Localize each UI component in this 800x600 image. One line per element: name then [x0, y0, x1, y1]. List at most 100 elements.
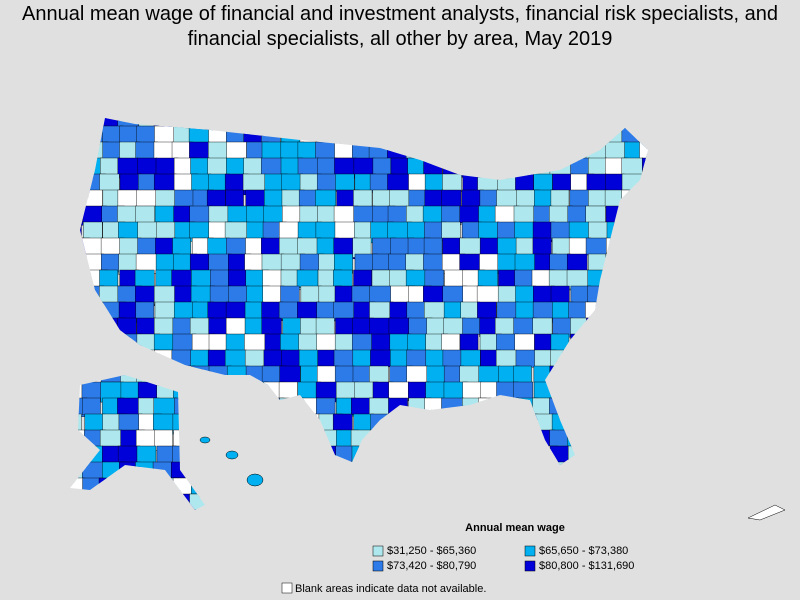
area: [566, 253, 588, 273]
area: [585, 429, 610, 447]
area: [498, 125, 521, 145]
area: [462, 397, 487, 417]
area: [81, 509, 103, 510]
area: [408, 493, 428, 510]
area: [587, 445, 612, 464]
area: [70, 493, 85, 510]
area: [280, 509, 300, 510]
area: [641, 205, 648, 223]
area: [369, 365, 389, 384]
area: [604, 445, 624, 463]
area: [605, 349, 630, 371]
area: [567, 461, 588, 481]
area: [496, 157, 518, 179]
area: [191, 397, 212, 419]
area: [190, 445, 214, 465]
area: [638, 125, 648, 145]
area: [586, 173, 607, 192]
area: [117, 205, 137, 223]
area: [586, 509, 609, 510]
area: [640, 253, 648, 271]
area: [515, 349, 538, 368]
area: [585, 413, 606, 432]
area: [569, 477, 590, 496]
area: [263, 397, 285, 416]
area: [70, 118, 84, 129]
area: [498, 141, 519, 162]
area: [316, 125, 337, 145]
area: [189, 493, 212, 510]
area: [641, 237, 648, 259]
area: [369, 301, 394, 320]
area: [408, 118, 430, 131]
area: [423, 477, 446, 496]
area: [550, 189, 570, 208]
area: [639, 141, 648, 161]
area: [660, 238, 681, 257]
area: [297, 445, 321, 467]
area: [335, 173, 355, 191]
area: [657, 270, 676, 290]
area: [568, 493, 591, 510]
area: [70, 269, 88, 290]
area: [316, 445, 337, 463]
area: [70, 445, 86, 464]
area: [550, 349, 573, 368]
territory: [747, 504, 786, 521]
note: Blank areas indicate data not available.: [295, 583, 486, 595]
area: [622, 237, 642, 257]
area: [423, 509, 445, 510]
area: [495, 349, 517, 369]
area: [137, 237, 157, 255]
area: [260, 118, 282, 130]
area: [372, 253, 392, 271]
area: [153, 365, 174, 386]
area: [315, 221, 337, 240]
area: [603, 317, 623, 339]
area: [70, 317, 88, 336]
area: [514, 221, 537, 240]
area: [426, 429, 449, 448]
area: [82, 461, 106, 481]
area: [135, 493, 160, 510]
area: [531, 118, 551, 127]
area: [153, 333, 174, 351]
area: [659, 382, 680, 403]
area: [171, 365, 196, 385]
area: [297, 509, 320, 510]
area: [83, 349, 107, 367]
area: [606, 429, 631, 450]
area: [623, 253, 646, 273]
area: [639, 285, 648, 307]
area: [70, 221, 82, 240]
area: [460, 141, 482, 159]
area: [297, 157, 320, 175]
area: [70, 477, 85, 498]
area: [300, 429, 321, 448]
area: [226, 237, 248, 256]
area: [137, 349, 161, 372]
area: [621, 285, 640, 303]
area: [315, 118, 336, 131]
area: [659, 510, 678, 529]
area: [352, 141, 371, 161]
area: [516, 141, 536, 159]
area: [623, 445, 645, 464]
area: [117, 445, 141, 464]
area: [316, 397, 336, 417]
area: [659, 126, 678, 142]
area: [569, 397, 592, 419]
area: [477, 118, 496, 129]
area: [335, 317, 355, 336]
map-areas: [70, 118, 681, 529]
area: [336, 118, 361, 130]
area: [281, 477, 306, 495]
area: [172, 413, 193, 433]
area: [390, 413, 410, 433]
area: [657, 414, 679, 434]
area: [476, 157, 497, 178]
area: [225, 477, 245, 495]
area: [333, 349, 354, 368]
area: [388, 445, 412, 465]
